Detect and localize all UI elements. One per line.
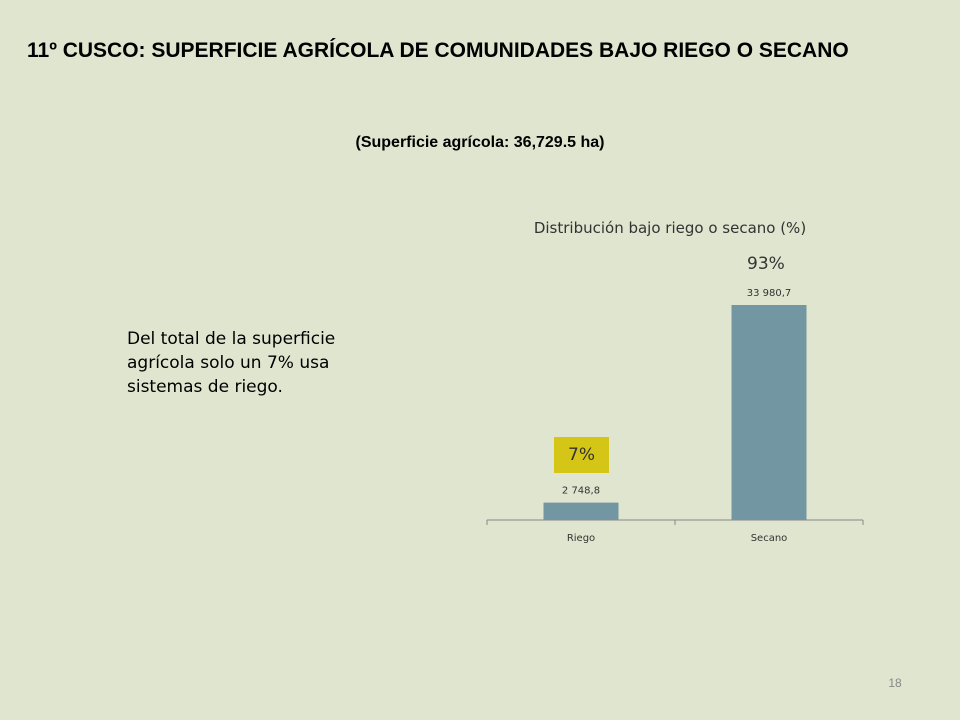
slide-title: 11º CUSCO: SUPERFICIE AGRÍCOLA DE COMUNI…	[27, 39, 849, 62]
slide-subtitle: (Superficie agrícola: 36,729.5 ha)	[355, 134, 605, 151]
bar-secano	[731, 305, 807, 520]
percent-badge-riego: 7%	[554, 437, 609, 473]
page-number: 18	[888, 676, 902, 690]
data-label-riego: 2 748,8	[562, 486, 600, 497]
data-label-secano: 33 980,7	[747, 288, 792, 299]
category-label-secano: Secano	[751, 533, 788, 544]
summary-note: Del total de la superficie agrícola solo…	[127, 329, 336, 397]
chart-title: Distribución bajo riego o secano (%)	[533, 219, 807, 237]
category-label-riego: Riego	[567, 533, 595, 544]
bar-riego	[543, 502, 619, 520]
percent-label-secano: 93%	[747, 254, 785, 274]
